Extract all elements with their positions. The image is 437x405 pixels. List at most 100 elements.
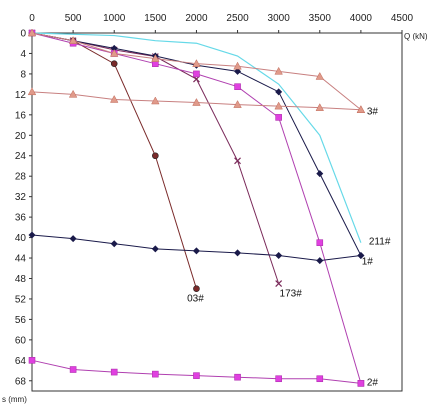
- data-point: [27, 28, 37, 37]
- data-point: [234, 373, 241, 381]
- x-tick-label: 1500: [144, 13, 167, 24]
- data-point: [193, 70, 200, 78]
- data-point: [315, 71, 324, 80]
- y-tick-label: 20: [15, 131, 27, 142]
- data-point: [316, 170, 324, 178]
- series-2#: [28, 29, 365, 387]
- x-tick-label: 4500: [391, 13, 414, 24]
- data-point: [234, 83, 241, 90]
- x-axis-title: Q (kN): [404, 32, 428, 41]
- y-tick-label: 40: [15, 233, 27, 244]
- series-label: 173#: [280, 289, 303, 300]
- data-point: [275, 251, 283, 259]
- data-point: [316, 239, 324, 246]
- y-tick-label: 8: [20, 69, 26, 80]
- x-tick-label: 4000: [350, 13, 373, 24]
- series-line: [31, 32, 362, 384]
- data-point: [110, 240, 118, 248]
- y-tick-label: 36: [15, 213, 27, 224]
- data-point: [274, 101, 283, 110]
- y-tick-label: 28: [15, 172, 27, 183]
- data-point: [69, 366, 77, 373]
- data-point: [357, 251, 365, 259]
- data-point: [110, 60, 118, 67]
- axes: 0 500 1000 1500 2000 2500 3000 3500 4000 4500 Q (k…: [2, 13, 428, 404]
- x-tick-label: 2000: [185, 13, 208, 24]
- data-point: [68, 36, 78, 44]
- data-point: [152, 370, 159, 378]
- data-point: [274, 66, 283, 75]
- data-point: [110, 94, 119, 103]
- x-tick-label: 500: [65, 13, 82, 24]
- plot-frame: [31, 32, 403, 392]
- data-point: [151, 245, 159, 253]
- y-tick-label: 16: [15, 110, 27, 121]
- data-point: [69, 235, 77, 243]
- y-tick-label: 0: [20, 29, 26, 40]
- x-tick-label: 3000: [268, 13, 291, 24]
- y-tick-label: 32: [15, 192, 27, 203]
- series-label: 211#: [369, 237, 391, 248]
- series-unlabeled: [27, 87, 366, 113]
- data-point: [68, 89, 78, 98]
- data-point: [275, 375, 282, 383]
- series-line: [31, 32, 197, 289]
- y-tick-label: 48: [15, 274, 27, 285]
- data-point: [193, 285, 200, 293]
- y-tick-label: 56: [15, 315, 27, 326]
- y-tick-label: 12: [15, 90, 27, 101]
- series-label: 03#: [187, 294, 204, 305]
- data-point: [110, 44, 118, 52]
- x-tick-label: 1000: [103, 13, 126, 24]
- series-unlabeled: [28, 231, 365, 265]
- data-point: [275, 88, 283, 96]
- data-point: [193, 372, 200, 379]
- x-tick-label: 3500: [309, 13, 332, 24]
- series-label: 3#: [367, 107, 379, 118]
- y-tick-label: 68: [15, 376, 27, 387]
- x-tick-label: 0: [29, 13, 35, 24]
- data-point: [234, 157, 241, 165]
- data-point: [151, 96, 160, 105]
- series-label: 2#: [367, 377, 379, 388]
- data-point: [110, 48, 119, 57]
- y-tick-label: 4: [20, 49, 26, 60]
- series-line: [31, 32, 362, 243]
- data-point: [151, 54, 160, 62]
- series-line: [31, 359, 361, 384]
- data-point: [357, 380, 365, 387]
- data-point: [316, 257, 324, 265]
- data-point: [27, 87, 37, 96]
- series-03#: [28, 29, 200, 293]
- data-point: [234, 249, 242, 257]
- series-labels: 03# 173# 1# 211# 2# 3#: [187, 107, 391, 389]
- y-tick-label: 60: [15, 335, 27, 346]
- data-point: [110, 368, 118, 376]
- series-layer: [27, 28, 366, 387]
- series-label: 1#: [362, 256, 374, 267]
- data-point: [275, 280, 283, 288]
- data-point: [192, 247, 200, 255]
- y-tick-label: 24: [15, 151, 27, 162]
- series-211#: [31, 32, 362, 243]
- data-point: [234, 67, 242, 75]
- series-3#: [27, 28, 366, 113]
- data-point: [315, 103, 324, 111]
- y-tick-label: 64: [15, 356, 27, 367]
- data-point: [233, 100, 242, 108]
- data-point: [192, 98, 201, 106]
- data-point: [28, 357, 36, 364]
- data-point: [316, 375, 324, 383]
- series-line: [31, 32, 362, 256]
- y-tick-label: 44: [15, 254, 27, 265]
- x-tick-label: 2500: [226, 13, 249, 24]
- data-point: [28, 231, 36, 239]
- y-tick-label: 52: [15, 294, 27, 305]
- data-point: [275, 114, 282, 121]
- data-point: [192, 59, 201, 67]
- series-unlabeled: [28, 357, 365, 387]
- data-point: [233, 61, 242, 70]
- y-axis-title: s (mm): [2, 395, 27, 404]
